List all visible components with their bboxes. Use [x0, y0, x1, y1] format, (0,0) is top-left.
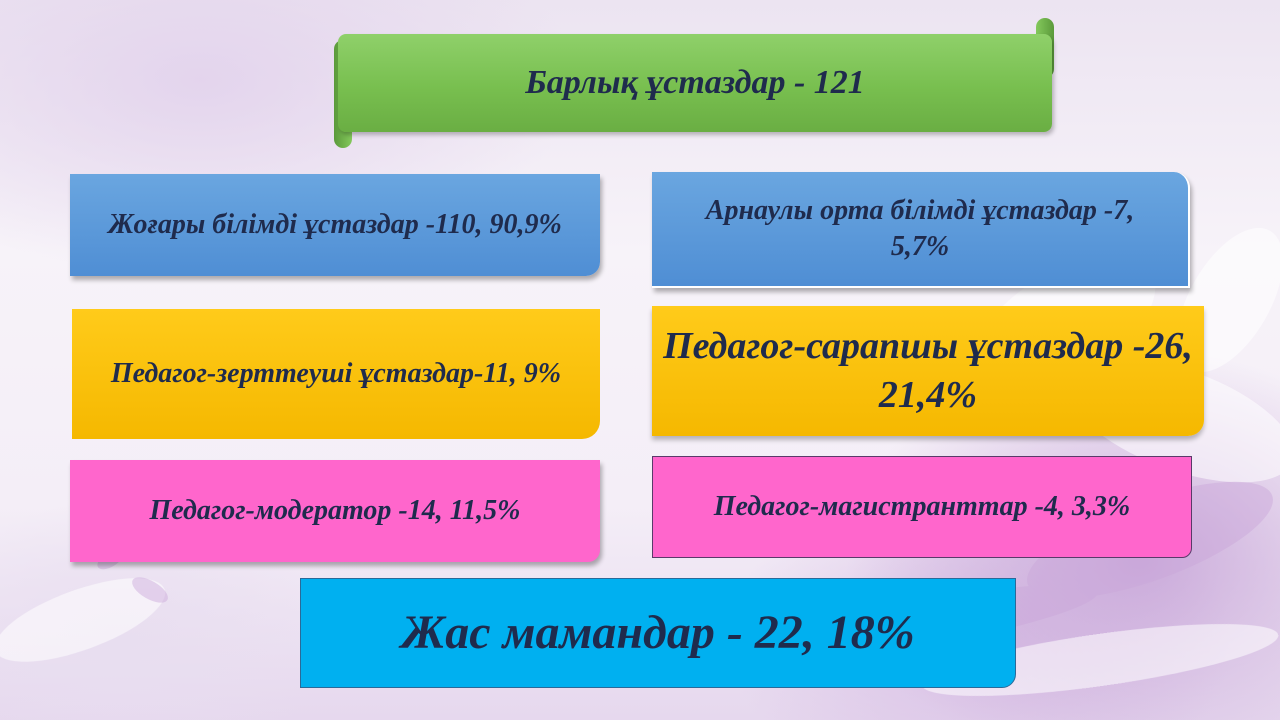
teacher-moderators-box: Педагог-модератор -14, 11,5% [70, 460, 600, 562]
teacher-researchers-label: Педагог-зерттеуші ұстаздар-11, 9% [110, 357, 562, 389]
teacher-moderators-label: Педагог-модератор -14, 11,5% [149, 494, 521, 526]
teacher-experts-label: Педагог-сарапшы ұстаздар -26, 21,4% [663, 324, 1193, 416]
young-specialists-label: Жас мамандар - 22, 18% [401, 605, 915, 659]
page-title-text: Барлық ұстаздар - 121 [525, 63, 865, 101]
teacher-masters-box: Педагог-магистранттар -4, 3,3% [652, 456, 1192, 558]
higher-education-teachers-label: Жоғары білімді ұстаздар -110, 90,9% [108, 208, 562, 240]
teacher-researchers-box: Педагог-зерттеуші ұстаздар-11, 9% [72, 309, 600, 439]
teacher-masters-label: Педагог-магистранттар -4, 3,3% [713, 490, 1131, 522]
higher-education-teachers-box: Жоғары білімді ұстаздар -110, 90,9% [70, 174, 600, 276]
secondary-special-education-teachers-label: Арнаулы орта білімді ұстаздар -7, 5,7% [705, 194, 1135, 262]
teacher-experts-box: Педагог-сарапшы ұстаздар -26, 21,4% [652, 306, 1204, 436]
page-title: Барлық ұстаздар - 121 [338, 34, 1052, 132]
secondary-special-education-teachers-box: Арнаулы орта білімді ұстаздар -7, 5,7% [652, 172, 1190, 288]
young-specialists-box: Жас мамандар - 22, 18% [300, 578, 1016, 688]
